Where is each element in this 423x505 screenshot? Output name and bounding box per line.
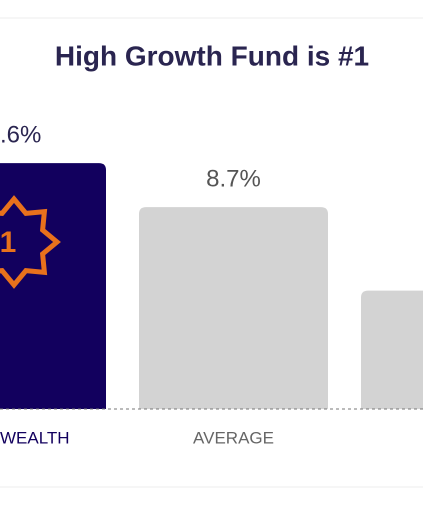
bar <box>361 290 423 409</box>
x-tick-label: AVERAGE <box>193 428 274 447</box>
badge-number: 1 <box>0 226 16 259</box>
chart-title: High Growth Fund is #1 <box>55 40 369 71</box>
bar <box>0 163 106 409</box>
value-label: 8.7% <box>206 166 261 193</box>
bar <box>139 207 328 409</box>
badge-star <box>0 195 61 289</box>
x-tick-label: WEALTH <box>0 428 70 447</box>
value-label: .6% <box>0 121 41 148</box>
